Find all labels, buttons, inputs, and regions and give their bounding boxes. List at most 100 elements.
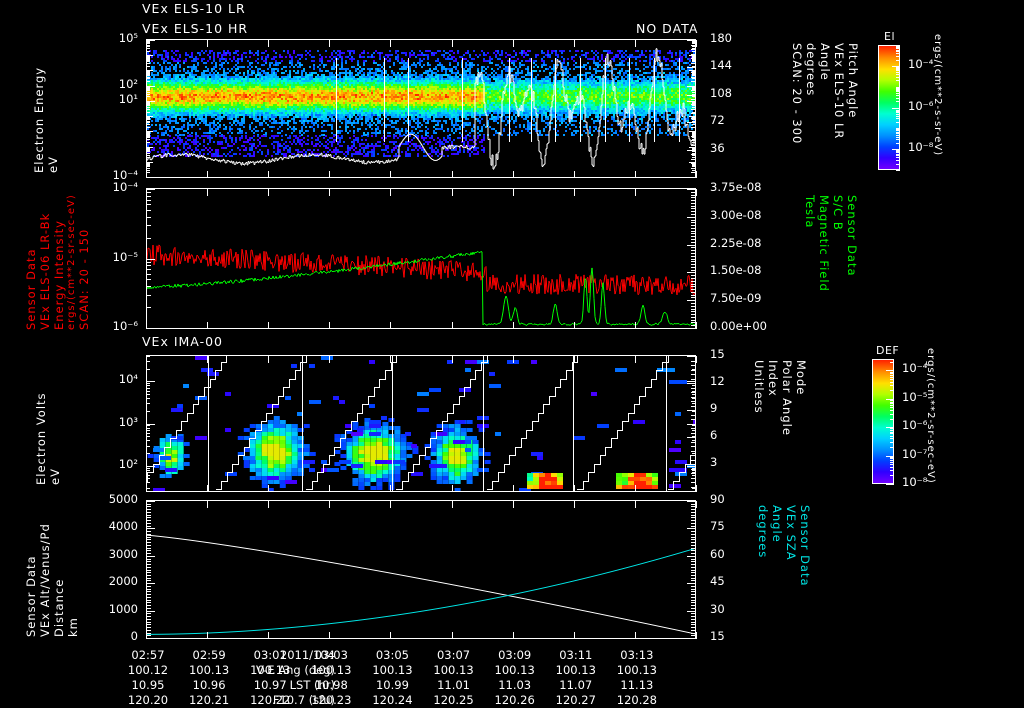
time-table-cell: 03:05 [375, 648, 410, 662]
axis-tick-mark [691, 633, 696, 634]
axis-tick-mark [691, 539, 696, 540]
axis-tick-mark [691, 528, 696, 529]
panel3-colorbar [872, 359, 894, 484]
axis-tick-mark [691, 172, 696, 173]
axis-tick-mark [896, 70, 900, 71]
axis-title-line: eV [48, 468, 62, 485]
axis-tick-mark [691, 325, 696, 326]
axis-tick-mark [691, 442, 696, 443]
axis-tick-mark [691, 81, 696, 82]
axis-tick-mark [146, 73, 150, 74]
axis-tick-mark [691, 284, 696, 285]
time-table-cell: 11.03 [498, 678, 532, 692]
time-table-cell: 120.28 [616, 693, 657, 707]
axis-tick-mark [691, 501, 696, 502]
axis-tick-mark [329, 356, 330, 363]
axis-tick-mark [691, 247, 696, 248]
intensity-bfield-canvas [147, 189, 695, 328]
axis-tick-label: 12 [710, 374, 725, 388]
axis-tick-mark [896, 122, 900, 123]
axis-tick-label: 180 [710, 31, 732, 45]
axis-tick-mark [896, 93, 900, 94]
axis-tick-mark [691, 150, 696, 151]
axis-tick-mark [146, 217, 151, 218]
axis-tick-mark [896, 152, 900, 153]
axis-title-line: Electron Volts [34, 392, 48, 485]
panel4-left-axis-title: Sensor Data VEx Alt/Venus/Pd Distance km [24, 503, 80, 637]
axis-tick-mark [890, 457, 894, 458]
axis-tick-mark [146, 391, 150, 392]
axis-tick-mark [146, 580, 151, 581]
axis-title-line: VEx SZA [784, 505, 798, 561]
axis-tick-mark [691, 286, 696, 287]
axis-tick-mark [513, 189, 514, 196]
axis-tick-mark [691, 451, 696, 452]
axis-tick-mark [691, 534, 696, 535]
axis-tick-mark [574, 322, 575, 329]
axis-tick-mark [692, 41, 696, 42]
axis-tick-label: 10⁴ [118, 372, 138, 386]
axis-tick-mark [691, 127, 696, 128]
axis-tick-mark [146, 89, 150, 90]
axis-tick-mark [329, 322, 330, 329]
axis-tick-mark [692, 153, 696, 154]
axis-tick-mark [146, 488, 150, 489]
axis-tick-mark [268, 632, 269, 639]
axis-tick-mark [691, 109, 696, 110]
axis-tick-mark [691, 591, 696, 592]
axis-tick-mark [146, 87, 150, 88]
axis-tick-mark [890, 456, 894, 457]
axis-tick-mark [691, 608, 696, 609]
axis-tick-mark [146, 591, 151, 592]
axis-tick-mark [146, 121, 150, 122]
axis-tick-mark [691, 616, 696, 617]
time-table-cell: 03:07 [436, 648, 471, 662]
axis-tick-label: 90 [710, 492, 725, 506]
axis-tick-mark [268, 322, 269, 329]
axis-tick-mark [691, 253, 696, 254]
axis-tick-mark [691, 214, 696, 215]
axis-tick-mark [452, 632, 453, 639]
axis-tick-mark [691, 140, 696, 141]
axis-tick-mark [691, 473, 696, 474]
axis-tick-mark [692, 61, 696, 62]
axis-tick-mark [390, 171, 391, 178]
axis-tick-mark [146, 162, 153, 163]
panel4-right-axis-title: degrees Angle VEx SZA Sensor Data [756, 505, 812, 635]
axis-tick-mark [146, 155, 150, 156]
axis-tick-mark [696, 171, 697, 178]
axis-tick-mark [146, 88, 150, 89]
panel1-colorbar-label: El [884, 30, 896, 43]
axis-title-line: km [66, 617, 80, 637]
axis-tick-mark [146, 383, 150, 384]
axis-title-line: Distance [52, 578, 66, 637]
axis-tick-mark [146, 66, 150, 67]
axis-tick-mark [146, 553, 151, 554]
time-table-cell: 120.24 [372, 693, 413, 707]
axis-tick-mark [692, 46, 696, 47]
axis-title-line: VEx ELS-06 LR-Bk [38, 212, 52, 330]
axis-tick-mark [146, 210, 151, 211]
axis-tick-mark [692, 88, 696, 89]
axis-tick-mark [146, 542, 151, 543]
axis-tick-mark [691, 328, 696, 329]
axis-title-line: eV [46, 156, 60, 173]
axis-tick-mark [691, 545, 696, 546]
axis-tick-mark [691, 410, 696, 411]
axis-tick-mark [692, 59, 696, 60]
axis-tick-mark [146, 561, 151, 562]
axis-tick-mark [691, 197, 696, 198]
axis-tick-mark [689, 381, 696, 382]
axis-tick-mark [896, 47, 900, 48]
axis-tick-mark [691, 406, 696, 407]
axis-title-line: Polar Angle [780, 360, 794, 436]
axis-tick-mark [890, 390, 894, 391]
axis-tick-mark [691, 550, 696, 551]
axis-tick-mark [691, 433, 696, 434]
axis-tick-mark [691, 72, 696, 73]
axis-tick-mark [513, 40, 514, 47]
axis-title-line: SCAN: 20 - 150 [77, 228, 91, 330]
axis-tick-mark [146, 168, 150, 169]
axis-tick-mark [691, 309, 696, 310]
